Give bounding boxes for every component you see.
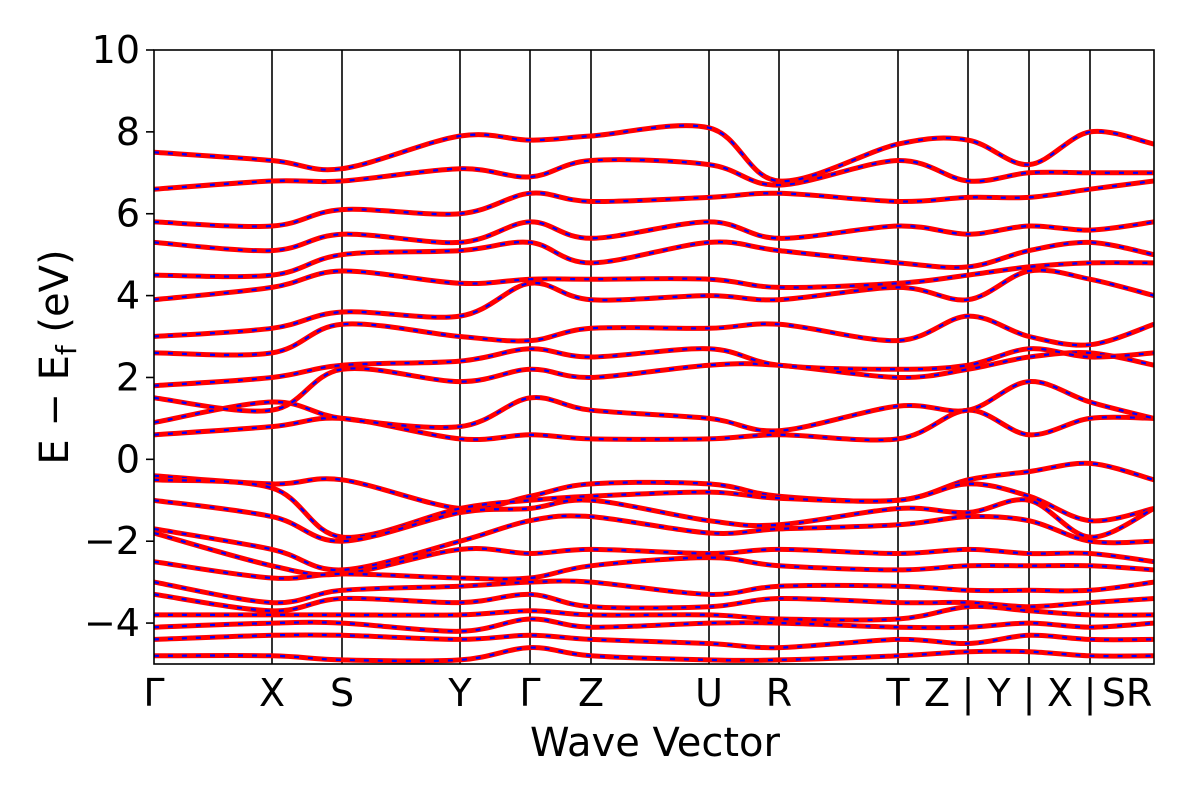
band-line-v5 xyxy=(154,530,1154,578)
x-tick-label: | xyxy=(962,671,975,716)
x-tick-label: Y xyxy=(447,671,472,715)
band-line-overlay-v12 xyxy=(154,646,1154,663)
x-tick-label: | xyxy=(1084,671,1097,716)
x-axis-title: Wave Vector xyxy=(530,720,781,766)
band-line-overlay-v10 xyxy=(154,617,1154,633)
band-line-v12 xyxy=(154,645,1154,664)
y-tick-label: 2 xyxy=(116,355,140,399)
y-axis-title: E − Ef (eV) xyxy=(32,249,83,464)
band-line-overlay-v2 xyxy=(154,478,1154,539)
y-axis-title-subscript: f xyxy=(50,344,83,355)
band-line-overlay-v11 xyxy=(154,633,1154,649)
x-tick-label: Z xyxy=(924,671,950,715)
plot-frame xyxy=(153,49,1155,665)
band-line-c7 xyxy=(154,260,1154,303)
band-line-overlay-v8 xyxy=(154,593,1154,612)
band-line-overlay-c6 xyxy=(154,269,1154,338)
x-tick-label: U xyxy=(695,671,723,715)
x-axis: Γ X S Y Γ Z U R T Z | Y | X | SR xyxy=(143,671,1152,716)
band-line-v1 xyxy=(154,460,1154,512)
x-tick-label: X xyxy=(259,671,285,715)
band-line-v7 xyxy=(154,578,1154,606)
x-tick-label: T xyxy=(885,671,910,715)
y-tick-label: 0 xyxy=(116,437,140,481)
y-axis-title-unit: (eV) xyxy=(32,249,78,345)
y-tick-label: 8 xyxy=(116,110,140,154)
band-line-overlay-c9 xyxy=(154,220,1154,252)
band-line-c12 xyxy=(154,123,1154,184)
x-tick-label: Z xyxy=(578,671,604,715)
band-line-c10 xyxy=(154,178,1154,229)
band-line-overlay-c12 xyxy=(154,124,1154,183)
band-line-c2 xyxy=(154,379,1154,434)
x-tick-label: | xyxy=(1023,671,1036,716)
y-tick-label: −4 xyxy=(84,601,140,645)
band-line-overlay-c8 xyxy=(154,240,1154,278)
x-tick-label: Y xyxy=(986,671,1011,715)
y-axis: −4 −2 0 2 4 6 8 10 xyxy=(84,28,154,645)
x-tick-label: S xyxy=(330,671,354,715)
band-lines xyxy=(154,123,1154,664)
y-axis-title-main: E − E xyxy=(32,355,78,465)
band-line-overlay-c3 xyxy=(154,351,1154,413)
band-line-v10 xyxy=(154,616,1154,634)
band-line-v3 xyxy=(154,497,1154,544)
x-tick-label: R xyxy=(766,671,792,715)
x-tick-label: Γ xyxy=(143,671,164,715)
band-line-overlay-v6 xyxy=(154,556,1154,581)
y-tick-label: 6 xyxy=(116,192,140,236)
x-tick-label: X xyxy=(1047,671,1073,715)
band-line-c11 xyxy=(154,157,1154,192)
x-tick-label: Γ xyxy=(519,671,540,715)
band-line-overlay-v3 xyxy=(154,498,1154,543)
band-line-overlay-v9 xyxy=(154,605,1154,622)
band-line-v4 xyxy=(154,513,1154,573)
band-line-c4 xyxy=(154,346,1154,389)
band-line-v11 xyxy=(154,632,1154,651)
band-line-overlay-c5 xyxy=(154,314,1154,357)
y-tick-label: 10 xyxy=(92,28,140,72)
y-tick-label: 4 xyxy=(116,274,140,318)
y-tick-label: −2 xyxy=(84,519,140,563)
x-tick-label: SR xyxy=(1102,671,1153,715)
band-line-c9 xyxy=(154,219,1154,254)
